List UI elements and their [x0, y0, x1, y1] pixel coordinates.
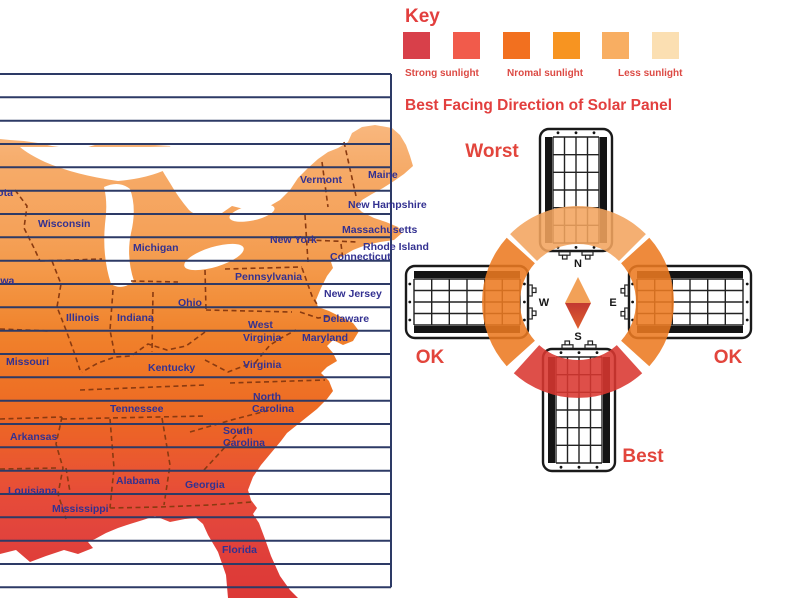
state-label-mississippi: Mississippi — [52, 503, 109, 515]
key-swatch-normal-1 — [503, 32, 530, 59]
state-label-west-virginia-1: West — [248, 319, 273, 331]
state-label-maine: Maine — [368, 169, 398, 181]
state-label-maryland: Maryland — [302, 332, 348, 344]
key-label-strong: Strong sunlight — [405, 68, 480, 79]
rating-worst: Worst — [465, 141, 519, 162]
state-label-wisconsin: Wisconsin — [38, 218, 90, 230]
state-label-tennessee: Tennessee — [110, 403, 164, 415]
key-title: Key — [405, 6, 440, 27]
lake-huron — [150, 145, 237, 215]
us-sunlight-map: Minnesota Wisconsin Michigan Iowa Ohio I… — [0, 73, 429, 598]
rating-best: Best — [622, 446, 664, 467]
lake-erie — [184, 243, 244, 271]
arc-north — [510, 205, 646, 261]
state-label-indiana: Indiana — [117, 312, 154, 324]
rating-labels: Worst OK OK Best — [416, 141, 743, 467]
arc-south — [513, 345, 643, 398]
state-label-ohio: Ohio — [178, 297, 202, 309]
state-label-michigan: Michigan — [133, 242, 179, 254]
state-label-minnesota: Minnesota — [0, 187, 13, 199]
key-label-normal: Nromal sunlight — [507, 68, 584, 79]
key-swatch-less-1 — [602, 32, 629, 59]
state-label-alabama: Alabama — [116, 475, 160, 487]
state-borders — [0, 141, 359, 520]
key-swatch-strong-1 — [403, 32, 430, 59]
state-label-virginia: Virginia — [243, 359, 281, 371]
rating-ok-west: OK — [416, 347, 445, 368]
state-label-illinois: Illinois — [66, 312, 99, 324]
key-legend: Key Strong sunlight Nromal sunlight Less… — [403, 6, 683, 79]
compass: N S W E — [539, 258, 617, 343]
key-swatch-less-2 — [652, 32, 679, 59]
state-label-iowa: Iowa — [0, 275, 14, 287]
facing-direction-diagram: Best Facing Direction of Solar Panel N S… — [404, 97, 753, 473]
lake-michigan — [104, 183, 134, 287]
state-label-north-carolina-2: Carolina — [252, 403, 294, 415]
state-label-pennsylvania: Pennsylvania — [235, 271, 302, 283]
state-label-south-carolina-2: Carolina — [223, 437, 265, 449]
state-label-connecticut: Connecticut — [330, 251, 391, 263]
state-label-louisiana: Louisiana — [8, 485, 57, 497]
key-swatch-normal-2 — [553, 32, 580, 59]
diagram-title: Best Facing Direction of Solar Panel — [405, 97, 672, 114]
direction-arcs — [482, 205, 674, 398]
state-label-florida: Florida — [222, 544, 257, 556]
state-label-delaware: Delaware — [323, 313, 369, 325]
state-label-missouri: Missouri — [6, 356, 49, 368]
key-label-less: Less sunlight — [618, 68, 683, 79]
key-swatches — [403, 32, 679, 59]
state-label-georgia: Georgia — [185, 479, 225, 491]
arc-west — [482, 237, 535, 367]
latitude-grid — [0, 73, 392, 589]
lake-superior — [20, 147, 173, 181]
state-label-arkansas: Arkansas — [10, 431, 57, 443]
compass-letter-w: W — [539, 297, 550, 309]
state-label-massachusetts: Massachusetts — [342, 224, 417, 236]
state-label-south-carolina-1: South — [223, 425, 253, 437]
state-label-new-jersey: New Jersey — [324, 288, 382, 300]
state-label-west-virginia-2: Virginia — [243, 332, 281, 344]
rating-ok-east: OK — [714, 347, 743, 368]
compass-needle-north — [565, 277, 591, 303]
state-label-rhode-island: Rhode Island — [363, 241, 429, 253]
compass-letter-s: S — [574, 331, 581, 343]
arc-east — [621, 237, 674, 367]
compass-needle-south — [565, 303, 591, 329]
state-label-new-hampshire: New Hampshire — [348, 199, 427, 211]
compass-letter-n: N — [574, 258, 582, 270]
compass-letter-e: E — [609, 297, 616, 309]
state-labels: Minnesota Wisconsin Michigan Iowa Ohio I… — [0, 169, 429, 556]
key-swatch-strong-2 — [453, 32, 480, 59]
key-swatch-labels: Strong sunlight Nromal sunlight Less sun… — [405, 68, 683, 79]
state-label-kentucky: Kentucky — [148, 362, 195, 374]
state-label-new-york: New York — [270, 234, 317, 246]
state-label-north-carolina-1: North — [253, 391, 281, 403]
state-label-vermont: Vermont — [300, 174, 343, 186]
